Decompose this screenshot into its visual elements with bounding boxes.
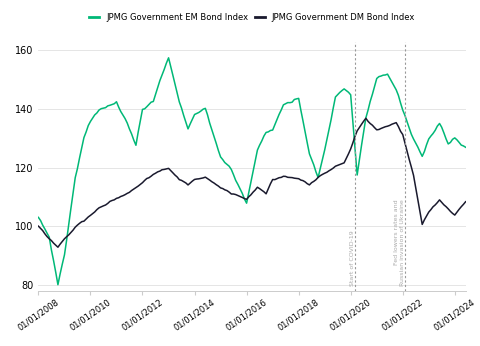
Text: Start of COVID-19: Start of COVID-19 bbox=[350, 230, 355, 286]
Text: Fed lowers rates and
Russian invasion of Ukraine: Fed lowers rates and Russian invasion of… bbox=[394, 199, 405, 286]
Line: JPMG Government EM Bond Index: JPMG Government EM Bond Index bbox=[38, 58, 466, 285]
Line: JPMG Government DM Bond Index: JPMG Government DM Bond Index bbox=[38, 118, 466, 247]
Legend: JPMG Government EM Bond Index, JPMG Government DM Bond Index: JPMG Government EM Bond Index, JPMG Gove… bbox=[89, 13, 415, 22]
